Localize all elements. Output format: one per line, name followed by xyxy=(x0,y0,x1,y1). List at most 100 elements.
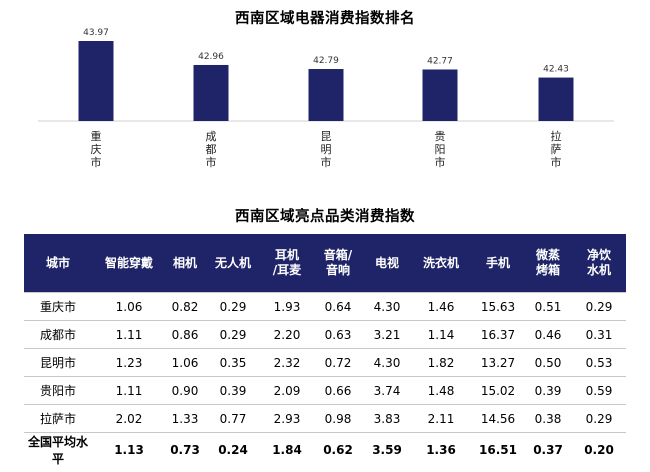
column-header-3: 相机 xyxy=(166,234,204,293)
table-row: 贵阳市 1.11 0.90 0.39 2.09 0.66 3.74 1.48 15.02 0.39… xyxy=(24,376,626,405)
value-cell: 14.56 xyxy=(472,404,524,433)
value-cell: 1.84 xyxy=(262,432,312,467)
bar-2 xyxy=(193,64,229,121)
table-header-row: 城市 智能穿戴 相机 无人机 耳机/耳麦 音箱/音响 电视 洗衣机 手机 微蒸 烤箱 净饮 水机 xyxy=(24,234,626,293)
value-cell: 0.66 xyxy=(312,376,364,405)
value-cell: 0.24 xyxy=(204,432,262,467)
value-cell: 3.74 xyxy=(364,376,410,405)
column-header-4: 无人机 xyxy=(204,234,262,293)
bar-5 xyxy=(538,77,574,121)
value-cell: 1.82 xyxy=(410,348,472,377)
value-cell: 2.11 xyxy=(410,404,472,433)
row-label-cell: 拉萨市 xyxy=(24,404,92,433)
value-cell: 0.51 xyxy=(524,292,572,321)
value-cell: 0.64 xyxy=(312,292,364,321)
value-cell: 1.48 xyxy=(410,376,472,405)
column-header-1: 城市 xyxy=(24,234,92,293)
table-row: 昆明市 1.23 1.06 0.35 2.32 0.72 4.30 1.82 13.27 0.50… xyxy=(24,348,626,377)
value-cell: 1.11 xyxy=(92,320,166,349)
bar-3 xyxy=(308,69,344,121)
value-cell: 0.37 xyxy=(524,432,572,467)
value-cell: 13.27 xyxy=(472,348,524,377)
bar-chart-title: 西南区域电器消费指数排名 xyxy=(235,11,415,27)
row-label-cell: 成都市 xyxy=(24,320,92,349)
value-cell: 0.73 xyxy=(166,432,204,467)
value-cell: 0.72 xyxy=(312,348,364,377)
value-cell: 0.86 xyxy=(166,320,204,349)
column-header-8: 洗衣机 xyxy=(410,234,472,293)
value-cell: 0.82 xyxy=(166,292,204,321)
bar-4 xyxy=(422,69,458,121)
value-cell: 1.33 xyxy=(166,404,204,433)
value-cell: 0.59 xyxy=(572,376,626,405)
column-header-2: 智能穿戴 xyxy=(92,234,166,293)
column-header-5: 耳机/耳麦 xyxy=(262,234,312,293)
value-cell: 3.21 xyxy=(364,320,410,349)
value-cell: 0.29 xyxy=(204,292,262,321)
x-tick-label-4: 贵阳市 xyxy=(435,130,446,169)
data-label-5: 42.43 xyxy=(543,65,569,75)
value-cell: 1.93 xyxy=(262,292,312,321)
table-row: 拉萨市 2.02 1.33 0.77 2.93 0.98 3.83 2.11 14.56 0.38… xyxy=(24,404,626,433)
value-cell: 0.29 xyxy=(204,320,262,349)
value-cell: 1.13 xyxy=(92,432,166,467)
x-tick-label-5: 拉萨市 xyxy=(551,129,562,169)
value-cell: 0.29 xyxy=(572,292,626,321)
value-cell: 0.46 xyxy=(524,320,572,349)
table-row: 重庆市 1.06 0.82 0.29 1.93 0.64 4.30 1.46 15.63 0.51… xyxy=(24,292,626,321)
value-cell: 2.32 xyxy=(262,348,312,377)
value-cell: 0.90 xyxy=(166,376,204,405)
value-cell: 0.53 xyxy=(572,348,626,377)
value-cell: 0.39 xyxy=(204,376,262,405)
column-header-7: 电视 xyxy=(364,234,410,293)
value-cell: 1.46 xyxy=(410,292,472,321)
value-cell: 15.02 xyxy=(472,376,524,405)
value-cell: 3.59 xyxy=(364,432,410,467)
value-cell: 2.20 xyxy=(262,320,312,349)
data-label-1: 43.97 xyxy=(83,28,109,38)
data-label-4: 42.77 xyxy=(427,56,453,66)
column-header-9: 手机 xyxy=(472,234,524,293)
value-cell: 0.38 xyxy=(524,404,572,433)
value-cell: 4.30 xyxy=(364,348,410,377)
value-cell: 1.06 xyxy=(92,292,166,321)
value-cell: 0.62 xyxy=(312,432,364,467)
value-cell: 4.30 xyxy=(364,292,410,321)
row-label-cell: 昆明市 xyxy=(24,348,92,377)
value-cell: 16.37 xyxy=(472,320,524,349)
column-header-10: 微蒸 烤箱 xyxy=(524,234,572,293)
bar-1 xyxy=(78,41,114,121)
table-title: 西南区域亮点品类消费指数 xyxy=(235,209,415,225)
x-tick-label-3: 昆明市 xyxy=(321,130,332,169)
national-average-row: 全国平均水平 1.13 0.73 0.24 1.84 0.62 3.59 1.36 16.51 0… xyxy=(24,432,626,467)
value-cell: 0.31 xyxy=(572,320,626,349)
column-header-6: 音箱/音响 xyxy=(312,234,364,293)
value-cell: 0.50 xyxy=(524,348,572,377)
category-index-table: 城市 智能穿戴 相机 无人机 耳机/耳麦 音箱/音响 电视 洗衣机 手机 微蒸 烤箱 净饮 水机 重庆市… xyxy=(24,234,626,467)
row-label-cell: 贵阳市 xyxy=(24,376,92,405)
value-cell: 2.09 xyxy=(262,376,312,405)
value-cell: 0.98 xyxy=(312,404,364,433)
value-cell: 1.23 xyxy=(92,348,166,377)
value-cell: 0.39 xyxy=(524,376,572,405)
value-cell: 0.63 xyxy=(312,320,364,349)
value-cell: 2.02 xyxy=(92,404,166,433)
consumption-index-bar-chart: 43.97 重庆市 42.96 成都市 42.79 昆明市 42.77 贵阳市 42.43 拉萨市 xyxy=(38,28,614,169)
value-cell: 1.36 xyxy=(410,432,472,467)
data-label-3: 42.79 xyxy=(313,56,339,66)
value-cell: 0.35 xyxy=(204,348,262,377)
value-cell: 1.11 xyxy=(92,376,166,405)
column-header-11: 净饮 水机 xyxy=(572,234,626,293)
value-cell: 2.93 xyxy=(262,404,312,433)
data-label-2: 42.96 xyxy=(198,52,224,62)
value-cell: 15.63 xyxy=(472,292,524,321)
value-cell: 1.14 xyxy=(410,320,472,349)
value-cell: 0.20 xyxy=(572,432,626,467)
table-row: 成都市 1.11 0.86 0.29 2.20 0.63 3.21 1.14 16.37 0.46… xyxy=(24,320,626,349)
value-cell: 0.77 xyxy=(204,404,262,433)
x-tick-label-1: 重庆市 xyxy=(91,129,102,169)
row-label-cell: 重庆市 xyxy=(24,292,92,321)
value-cell: 1.06 xyxy=(166,348,204,377)
row-label-cell: 全国平均水平 xyxy=(24,432,92,467)
value-cell: 16.51 xyxy=(472,432,524,467)
